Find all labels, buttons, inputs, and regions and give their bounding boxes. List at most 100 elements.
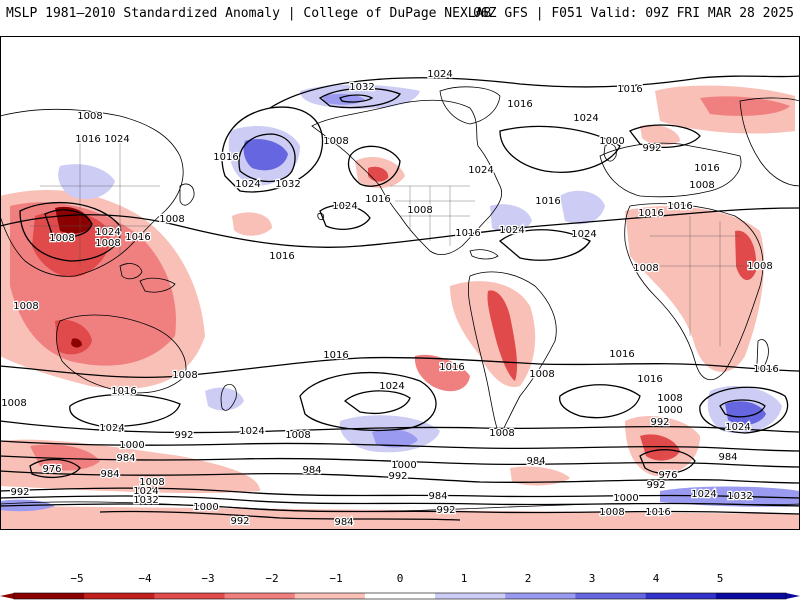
pos-anomaly-region-siberia-east	[58, 164, 115, 200]
africa-country-lines	[650, 216, 745, 346]
colorbar-tick-labels: −5 −4 −3 −2 −1 0 1 2 3 4 5	[0, 572, 800, 588]
coast-north-america	[311, 99, 503, 256]
colorbar-segment	[154, 593, 226, 599]
isobar-label: 984	[718, 452, 737, 463]
isobar-north-america-low	[347, 145, 401, 187]
coast-greenland	[439, 86, 501, 125]
isobar-label: 1016	[535, 196, 560, 207]
isobar-label: 1024	[725, 422, 750, 433]
colorbar-segment	[84, 593, 155, 599]
colorbar-extend-low	[0, 593, 14, 599]
neg-anomaly-region-europe	[640, 124, 680, 146]
neg-anomaly-core-india	[55, 206, 92, 234]
isobar-indian-high	[699, 386, 789, 434]
isobar-southern-1008	[0, 420, 800, 434]
boundary-grid-layer	[30, 136, 745, 346]
isobar-label: 1008	[95, 238, 120, 249]
coast-europe	[599, 142, 742, 198]
isobar-label: 1016	[753, 364, 778, 375]
isobar-atlantic-low	[499, 125, 621, 173]
isobar-label: 1016	[269, 251, 294, 262]
isobar-label: 1016	[111, 386, 136, 397]
coast-new-zealand	[220, 383, 237, 411]
isobar-label: 1016	[455, 228, 480, 239]
isobar-label: 1008	[77, 111, 102, 122]
isobar-label: 992	[10, 487, 29, 498]
isobar-label: 1032	[133, 495, 158, 506]
isobar-label: 992	[642, 143, 661, 154]
isobar-label: 1016	[323, 350, 348, 361]
coast-uk	[603, 143, 617, 162]
colorbar-tick: −5	[70, 572, 84, 585]
pos-anomaly-core-south-pacific	[372, 429, 418, 448]
isobar-subtropical-atlantic	[498, 229, 591, 261]
neg-anomaly-region-africa	[625, 206, 765, 373]
isobar-label: 1016	[125, 232, 150, 243]
isobar-antarctic-1008	[0, 487, 800, 499]
isobar-label: 1008	[689, 180, 714, 191]
isobar-label: 1008	[489, 428, 514, 439]
isobar-label: 984	[334, 517, 353, 528]
isobar-layer	[0, 75, 800, 521]
isobar-label: 1016	[609, 349, 634, 360]
isobar-label: 992	[646, 480, 665, 491]
isobar-north-high-1024	[269, 75, 800, 109]
isobar-label: 1032	[349, 82, 374, 93]
isobar-indian-inner	[719, 399, 766, 418]
isobar-label: 1008	[657, 393, 682, 404]
isobar-label: 1008	[13, 301, 38, 312]
isobar-label: 992	[230, 516, 249, 527]
isobar-label: 1016	[638, 208, 663, 219]
isobar-label: 1016	[645, 507, 670, 518]
colorbar-tick: 2	[524, 572, 532, 585]
isobar-west-high	[69, 393, 181, 427]
isobar-label: 1024	[95, 227, 120, 238]
isobar-label: 1032	[727, 491, 752, 502]
isobar-label: 1016	[439, 362, 464, 373]
isobar-arctic-high	[318, 87, 401, 109]
isobar-asia-low-inner	[44, 209, 93, 238]
coast-madagascar	[756, 339, 769, 369]
colorbar-segment	[645, 593, 717, 599]
isobar-label: 1008	[49, 233, 74, 244]
neg-anomaly-region-india	[32, 211, 111, 277]
isobar-label: 1024	[468, 165, 493, 176]
isobar-label: 1008	[159, 214, 184, 225]
colorbar-tick: 0	[396, 572, 404, 585]
isobar-label: 1024	[133, 486, 158, 497]
isobar-antarctic-1016	[0, 495, 800, 507]
isobar-north-pacific-high	[221, 106, 324, 193]
neg-anomaly-region-australia	[55, 319, 92, 355]
isobar-antarctic-1032	[99, 510, 461, 521]
isobar-label: 1008	[285, 430, 310, 441]
isobar-label: 984	[100, 469, 119, 480]
isobar-label: 1008	[599, 507, 624, 518]
isobar-label: 1016	[637, 374, 662, 385]
colorbar-segment	[14, 593, 85, 599]
neg-anomaly-core-andes	[487, 290, 518, 381]
isobar-east-pacific	[319, 204, 371, 230]
neg-anomaly-region-southern-ocean-east	[510, 466, 570, 486]
isobar-label: 1016	[213, 152, 238, 163]
pos-anomaly-region-atlantic	[490, 204, 532, 233]
isobar-label: 1000	[613, 493, 638, 504]
colorbar-tick: 4	[652, 572, 660, 585]
isobar-north-pacific-inner	[238, 133, 296, 183]
colorbar-tick: 5	[716, 572, 724, 585]
isobar-europe-low	[629, 124, 701, 148]
neg-anomaly-core-australia	[71, 338, 82, 348]
colorbar-outline	[13, 592, 787, 600]
isobar-label: 1000	[599, 136, 624, 147]
isobar-label: 1008	[407, 205, 432, 216]
pos-anomaly-core-indian-ocean	[725, 401, 766, 425]
isobar-label: 1016	[694, 163, 719, 174]
isobar-label: 992	[388, 471, 407, 482]
isobar-label: 1008	[633, 263, 658, 274]
isobar-southern-976-west	[29, 458, 81, 479]
isobar-label: 992	[650, 417, 669, 428]
isobar-label: 976	[42, 464, 61, 475]
colorbar-segment	[364, 593, 436, 599]
isobar-label: 1008	[323, 136, 348, 147]
